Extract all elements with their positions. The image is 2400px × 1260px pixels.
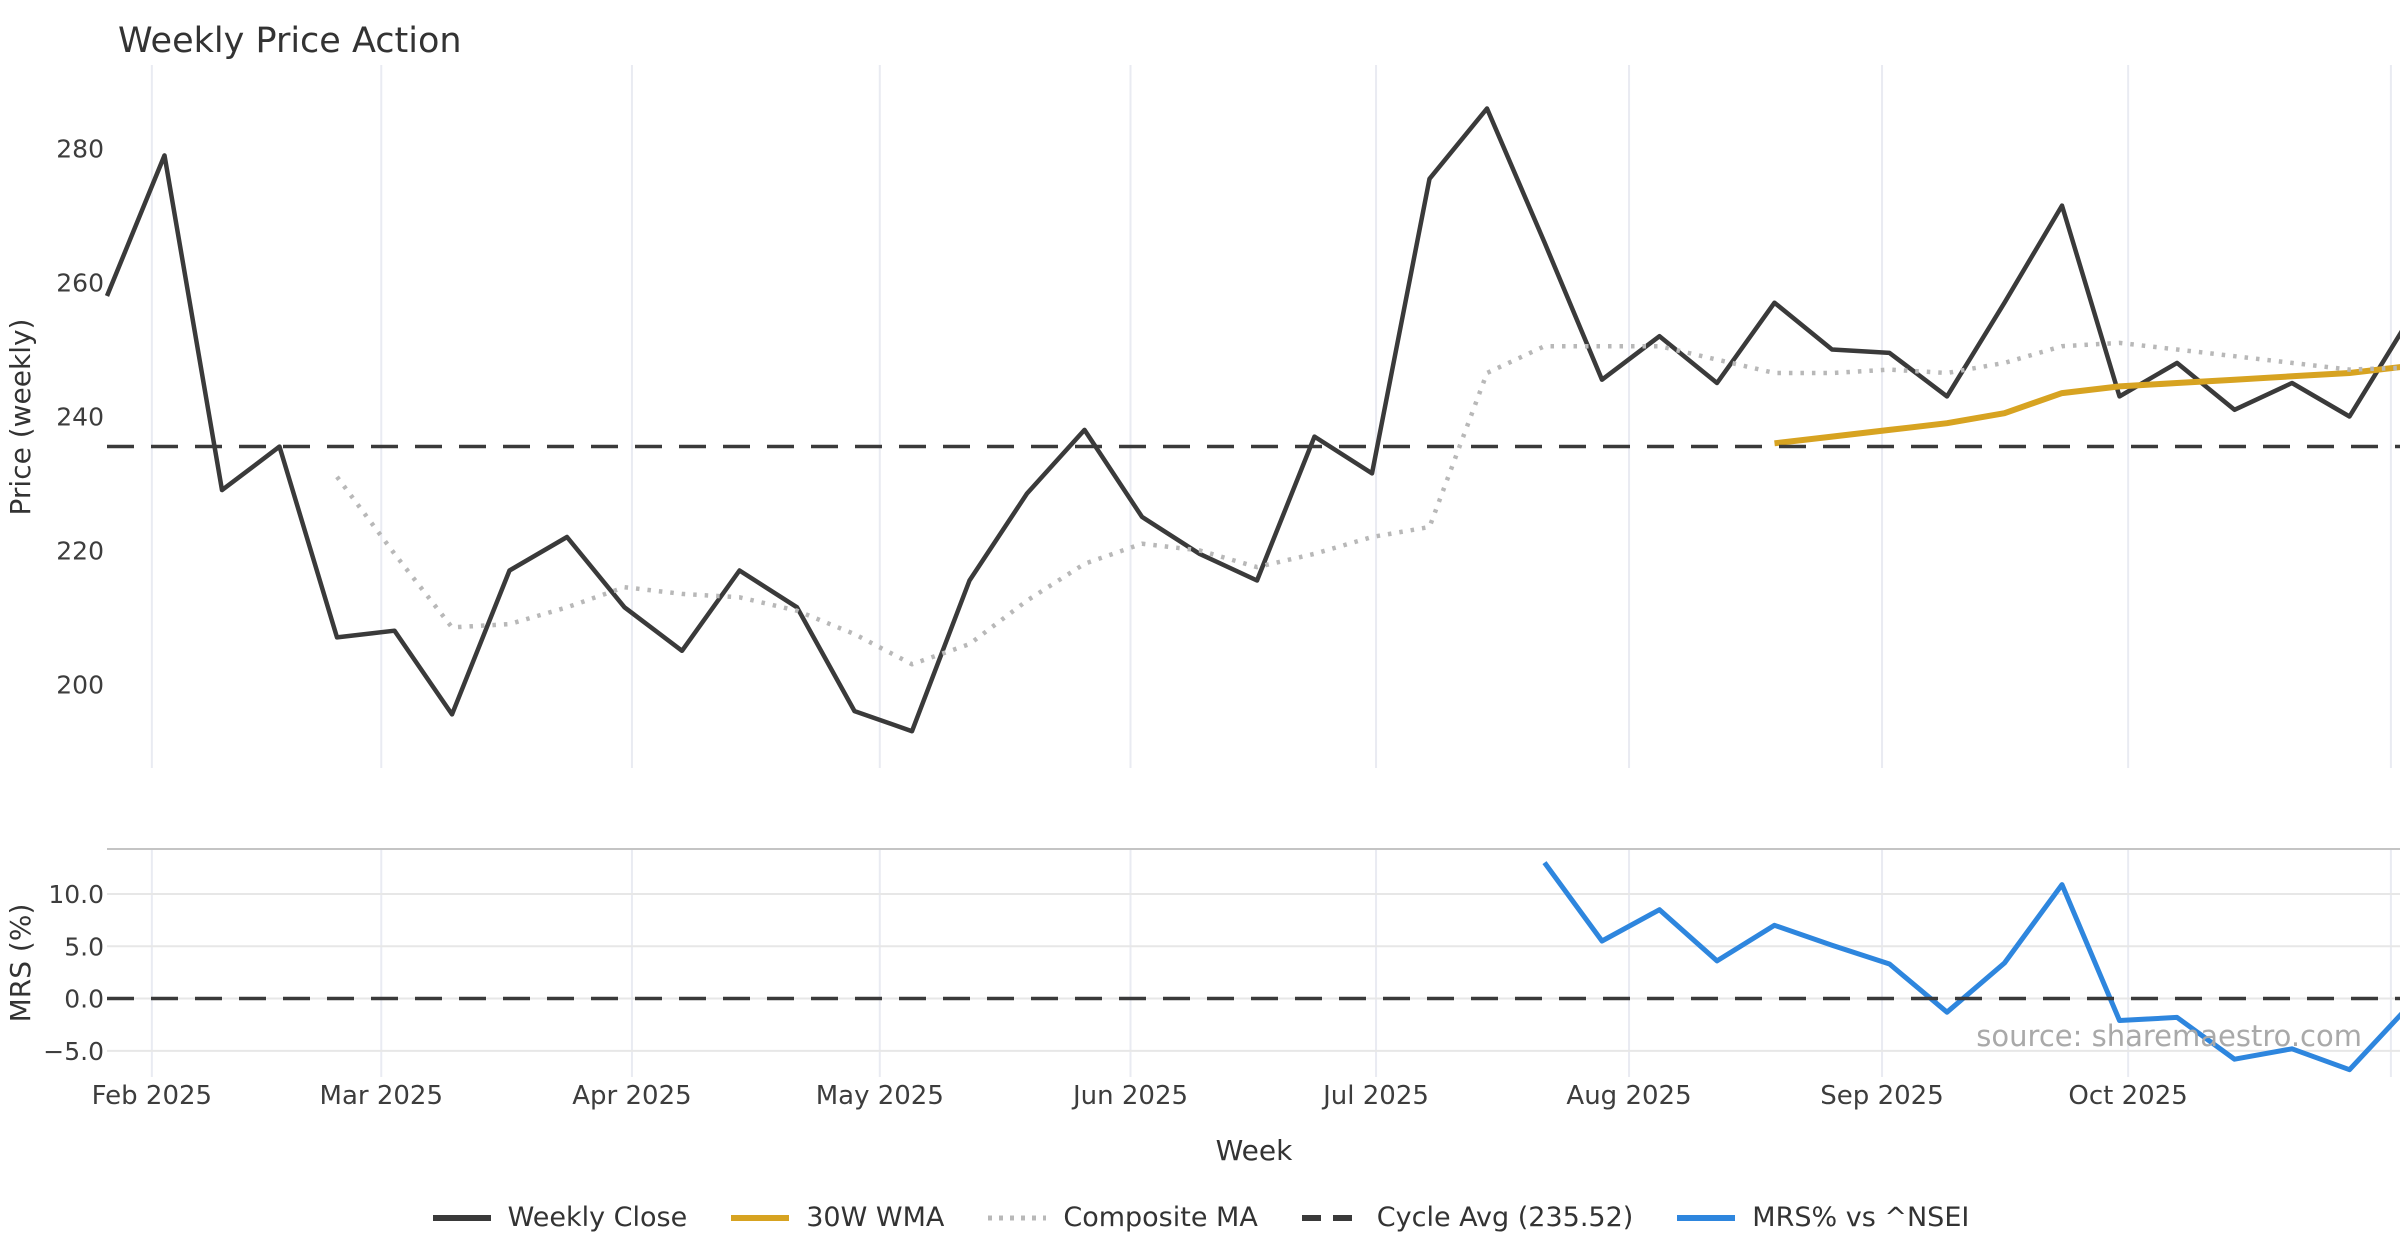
month-label: Mar 2025 bbox=[320, 1081, 444, 1111]
composite-ma-line-price bbox=[335, 340, 2400, 667]
30w-wma-line-price bbox=[1774, 364, 2400, 447]
legend-label: Cycle Avg (235.52) bbox=[1376, 1202, 1634, 1233]
month-label: Sep 2025 bbox=[1820, 1081, 1943, 1111]
mrs-vs-nsei-line-mrs bbox=[1542, 861, 2400, 1073]
month-label: Oct 2025 bbox=[2068, 1081, 2187, 1111]
weekly-close-line-price bbox=[104, 106, 2400, 734]
mrs-vs-nsei-swatch bbox=[1677, 1214, 1736, 1221]
month-label: Jul 2025 bbox=[1321, 1081, 1429, 1111]
legend-item-30w-wma: 30W WMA bbox=[729, 1204, 944, 1231]
month-label: May 2025 bbox=[816, 1081, 944, 1111]
price-tick-label: 240 bbox=[56, 403, 104, 432]
month-label: Aug 2025 bbox=[1566, 1081, 1691, 1111]
mrs-tick-label: −5.0 bbox=[43, 1037, 104, 1066]
mrs-tick-label: 10.0 bbox=[48, 880, 104, 909]
legend-label: MRS% vs ^NSEI bbox=[1752, 1202, 1970, 1233]
text-layer: Weekly Price Action Price (weekly) MRS (… bbox=[4, 21, 2362, 1167]
chart-title: Weekly Price Action bbox=[118, 21, 462, 61]
watermark: source: sharemaestro.com bbox=[1976, 1019, 2362, 1053]
month-label: Apr 2025 bbox=[572, 1081, 691, 1111]
series-layer bbox=[104, 106, 2400, 1073]
legend-item-composite-ma: Composite MA bbox=[986, 1202, 1258, 1233]
legend-label: Composite MA bbox=[1063, 1202, 1258, 1233]
month-label: Jun 2025 bbox=[1071, 1081, 1188, 1111]
mrs-tick-label: 5.0 bbox=[64, 932, 104, 961]
legend-item-cycle-avg-235-52: Cycle Avg (235.52) bbox=[1300, 1202, 1634, 1233]
x-axis-title: Week bbox=[1216, 1134, 1293, 1167]
legend-label: Weekly Close bbox=[507, 1202, 688, 1233]
price-tick-label: 260 bbox=[56, 269, 104, 298]
legend: Weekly Close 30W WMA Composite MA Cycle Avg… bbox=[0, 1204, 2400, 1231]
price-tick-label: 280 bbox=[56, 135, 104, 164]
weekly-close-swatch bbox=[432, 1214, 491, 1221]
legend-label: 30W WMA bbox=[806, 1202, 945, 1233]
mrs-tick-label: 0.0 bbox=[64, 985, 104, 1014]
price-axis-title: Price (weekly) bbox=[4, 319, 37, 516]
month-label: Feb 2025 bbox=[92, 1081, 212, 1111]
30w-wma-swatch bbox=[731, 1214, 790, 1221]
mrs-axis-title: MRS (%) bbox=[4, 904, 37, 1023]
legend-item-weekly-close: Weekly Close bbox=[431, 1202, 688, 1233]
price-tick-label: 220 bbox=[56, 536, 104, 565]
legend-item-mrs-vs-nsei: MRS% vs ^NSEI bbox=[1675, 1204, 1969, 1231]
price-tick-label: 200 bbox=[56, 670, 104, 699]
cycle-avg-235-52-swatch bbox=[1301, 1214, 1360, 1221]
composite-ma-swatch bbox=[988, 1215, 1047, 1220]
